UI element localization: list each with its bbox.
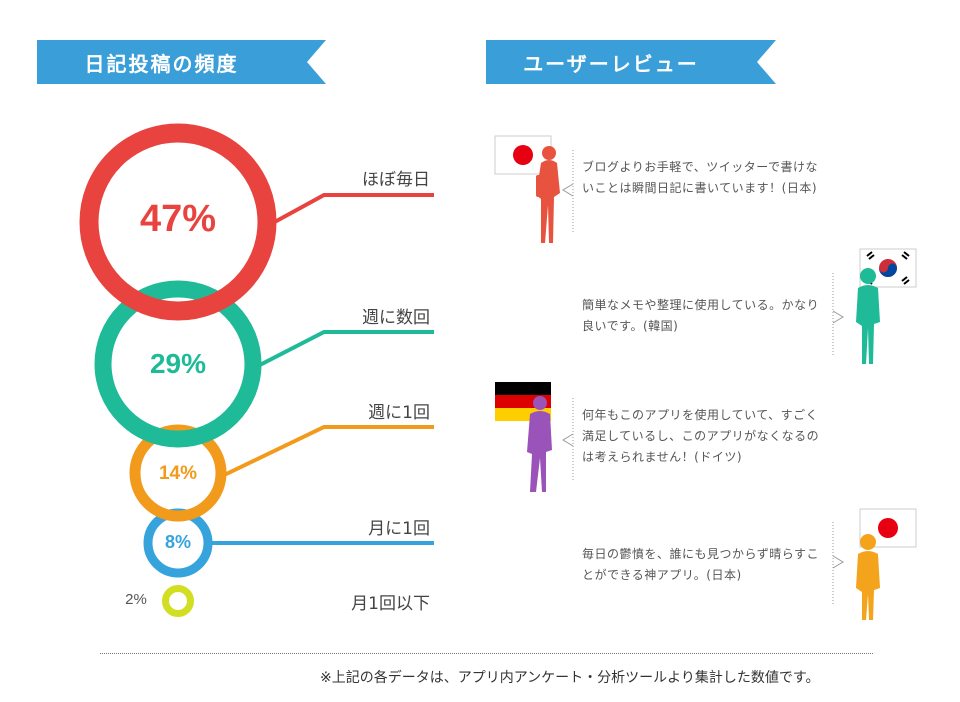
banner-ribbon-shape [486, 40, 776, 84]
banner-ribbon-shape [37, 40, 326, 84]
review-header-title: ユーザーレビュー [523, 51, 699, 76]
percent-weekly-once: 14% [158, 463, 198, 484]
ring-weekly-several [94, 280, 262, 448]
label-weekly-once: 週に1回 [368, 403, 430, 423]
percent-monthly-once: 8% [164, 532, 191, 552]
review-4-text: 毎日の鬱憤を、誰にも見つからず晴らすことができる神アプリ。(日本) [582, 547, 820, 582]
review-2-text: 簡単なメモや整理に使用している。かなり良いです。(韓国) [582, 298, 820, 333]
ring-less-monthly [162, 585, 194, 617]
percent-weekly-several: 29% [149, 348, 207, 379]
footer-divider [100, 653, 873, 654]
review-2-figure [856, 248, 917, 364]
label-less-monthly: 月1回以下 [351, 594, 430, 614]
ring-daily [79, 123, 277, 321]
review-4-bracket [832, 522, 844, 606]
person-silhouette-icon [536, 146, 560, 243]
frequency-chart [79, 123, 434, 617]
label-daily: ほぼ毎日 [362, 170, 430, 190]
connector-line-weekly-once [217, 425, 434, 480]
review-2-bracket [832, 273, 844, 355]
review-1-bracket [562, 150, 574, 232]
person-silhouette-icon [856, 534, 880, 620]
person-silhouette-icon [527, 396, 552, 492]
connector-line-daily [259, 193, 434, 232]
frequency-header: 日記投稿の頻度 [37, 40, 326, 84]
review-4-figure [856, 508, 917, 620]
percent-daily: 47% [139, 198, 217, 240]
percent-less-monthly: 2% [125, 591, 147, 608]
ring-weekly-once [129, 424, 227, 522]
connector-line-weekly-several [249, 330, 434, 372]
footnote: ※上記の各データは、アプリ内アンケート・分析ツールより集計した数値です。 [320, 670, 820, 686]
review-3-bracket [562, 398, 574, 480]
review-header: ユーザーレビュー [486, 40, 776, 84]
review-3-figure [495, 382, 552, 492]
person-silhouette-icon [856, 268, 880, 364]
review-1-text: ブログよりお手軽で、ツイッターで書けないことは瞬間日記に書いています！(日本) [582, 160, 819, 195]
review-3-text: 何年もこのアプリを使用していて、すごく満足しているし、このアプリがなくなるのは考… [582, 408, 820, 464]
label-monthly-once: 月に1回 [368, 519, 430, 539]
frequency-header-title: 日記投稿の頻度 [84, 51, 239, 76]
japan-flag-icon [859, 508, 917, 548]
review-1-figure [494, 135, 560, 243]
label-weekly-several: 週に数回 [362, 308, 430, 328]
